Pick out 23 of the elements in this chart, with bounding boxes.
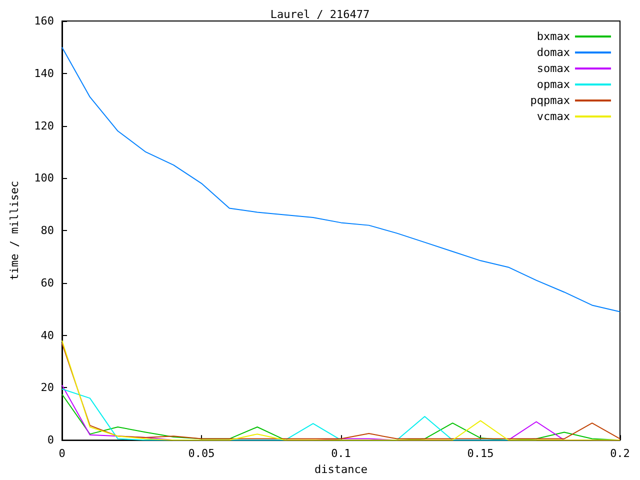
x-tick-label: 0.1 [331, 447, 351, 460]
legend-label: domax [536, 46, 570, 59]
x-tick-label: 0.15 [467, 447, 494, 460]
y-tick-label: 120 [34, 119, 54, 132]
chart-title: Laurel / 216477 [270, 8, 370, 21]
legend-label: somax [536, 62, 570, 75]
y-tick-label: 40 [40, 328, 54, 342]
x-tick-label: 0.05 [188, 447, 215, 460]
x-axis-title: distance [314, 463, 368, 476]
x-tick-label: 0 [58, 447, 66, 460]
legend-label: bxmax [536, 30, 570, 43]
legend-label: vcmax [536, 110, 570, 123]
y-tick-label: 0 [47, 434, 54, 447]
y-tick-label: 80 [40, 224, 54, 238]
y-axis-title: time / millisec [8, 180, 21, 280]
y-tick-label: 100 [34, 172, 54, 185]
y-tick-label: 160 [34, 14, 54, 28]
x-tick-label: 0.2 [610, 447, 630, 460]
y-tick-label: 20 [40, 381, 54, 394]
legend-label: opmax [536, 78, 570, 91]
legend-label: pqpmax [530, 94, 570, 107]
y-tick-label: 140 [34, 66, 54, 80]
y-tick-label: 60 [40, 276, 54, 290]
